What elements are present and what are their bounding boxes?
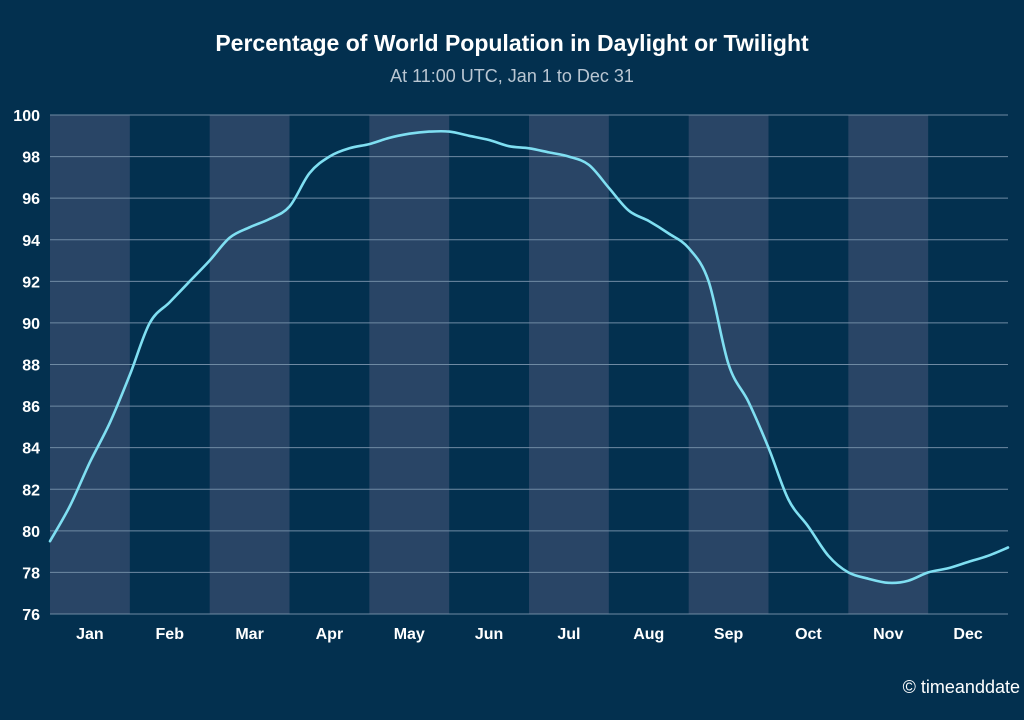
x-tick-label: Oct: [795, 626, 822, 643]
credit-text: © timeanddate: [902, 677, 1020, 697]
series-line: [48, 129, 1010, 585]
y-tick-label: 82: [22, 482, 40, 499]
y-tick-label: 98: [22, 150, 40, 167]
chart-subtitle: At 11:00 UTC, Jan 1 to Dec 31: [390, 66, 634, 86]
x-tick-label: Dec: [953, 626, 982, 643]
x-tick-label: Nov: [873, 626, 903, 643]
x-tick-label: Jun: [475, 626, 503, 643]
y-tick-label: 94: [22, 233, 40, 250]
x-tick-label: Apr: [316, 626, 344, 643]
chart-title: Percentage of World Population in Daylig…: [215, 30, 809, 56]
x-tick-label: May: [394, 626, 425, 643]
y-tick-label: 92: [22, 274, 40, 291]
y-tick-label: 100: [13, 108, 40, 125]
x-tick-label: Mar: [235, 626, 263, 643]
y-tick-label: 78: [22, 565, 40, 582]
x-tick-label: Sep: [714, 626, 744, 643]
y-tick-label: 96: [22, 191, 40, 208]
x-tick-label: Feb: [156, 626, 185, 643]
y-tick-label: 84: [22, 441, 40, 458]
y-tick-label: 76: [22, 607, 40, 624]
x-tick-label: Jan: [76, 626, 104, 643]
y-tick-label: 86: [22, 399, 40, 416]
y-tick-label: 90: [22, 316, 40, 333]
y-tick-label: 80: [22, 524, 40, 541]
x-tick-label: Jul: [557, 626, 580, 643]
x-tick-label: Aug: [633, 626, 664, 643]
y-tick-label: 88: [22, 358, 40, 375]
